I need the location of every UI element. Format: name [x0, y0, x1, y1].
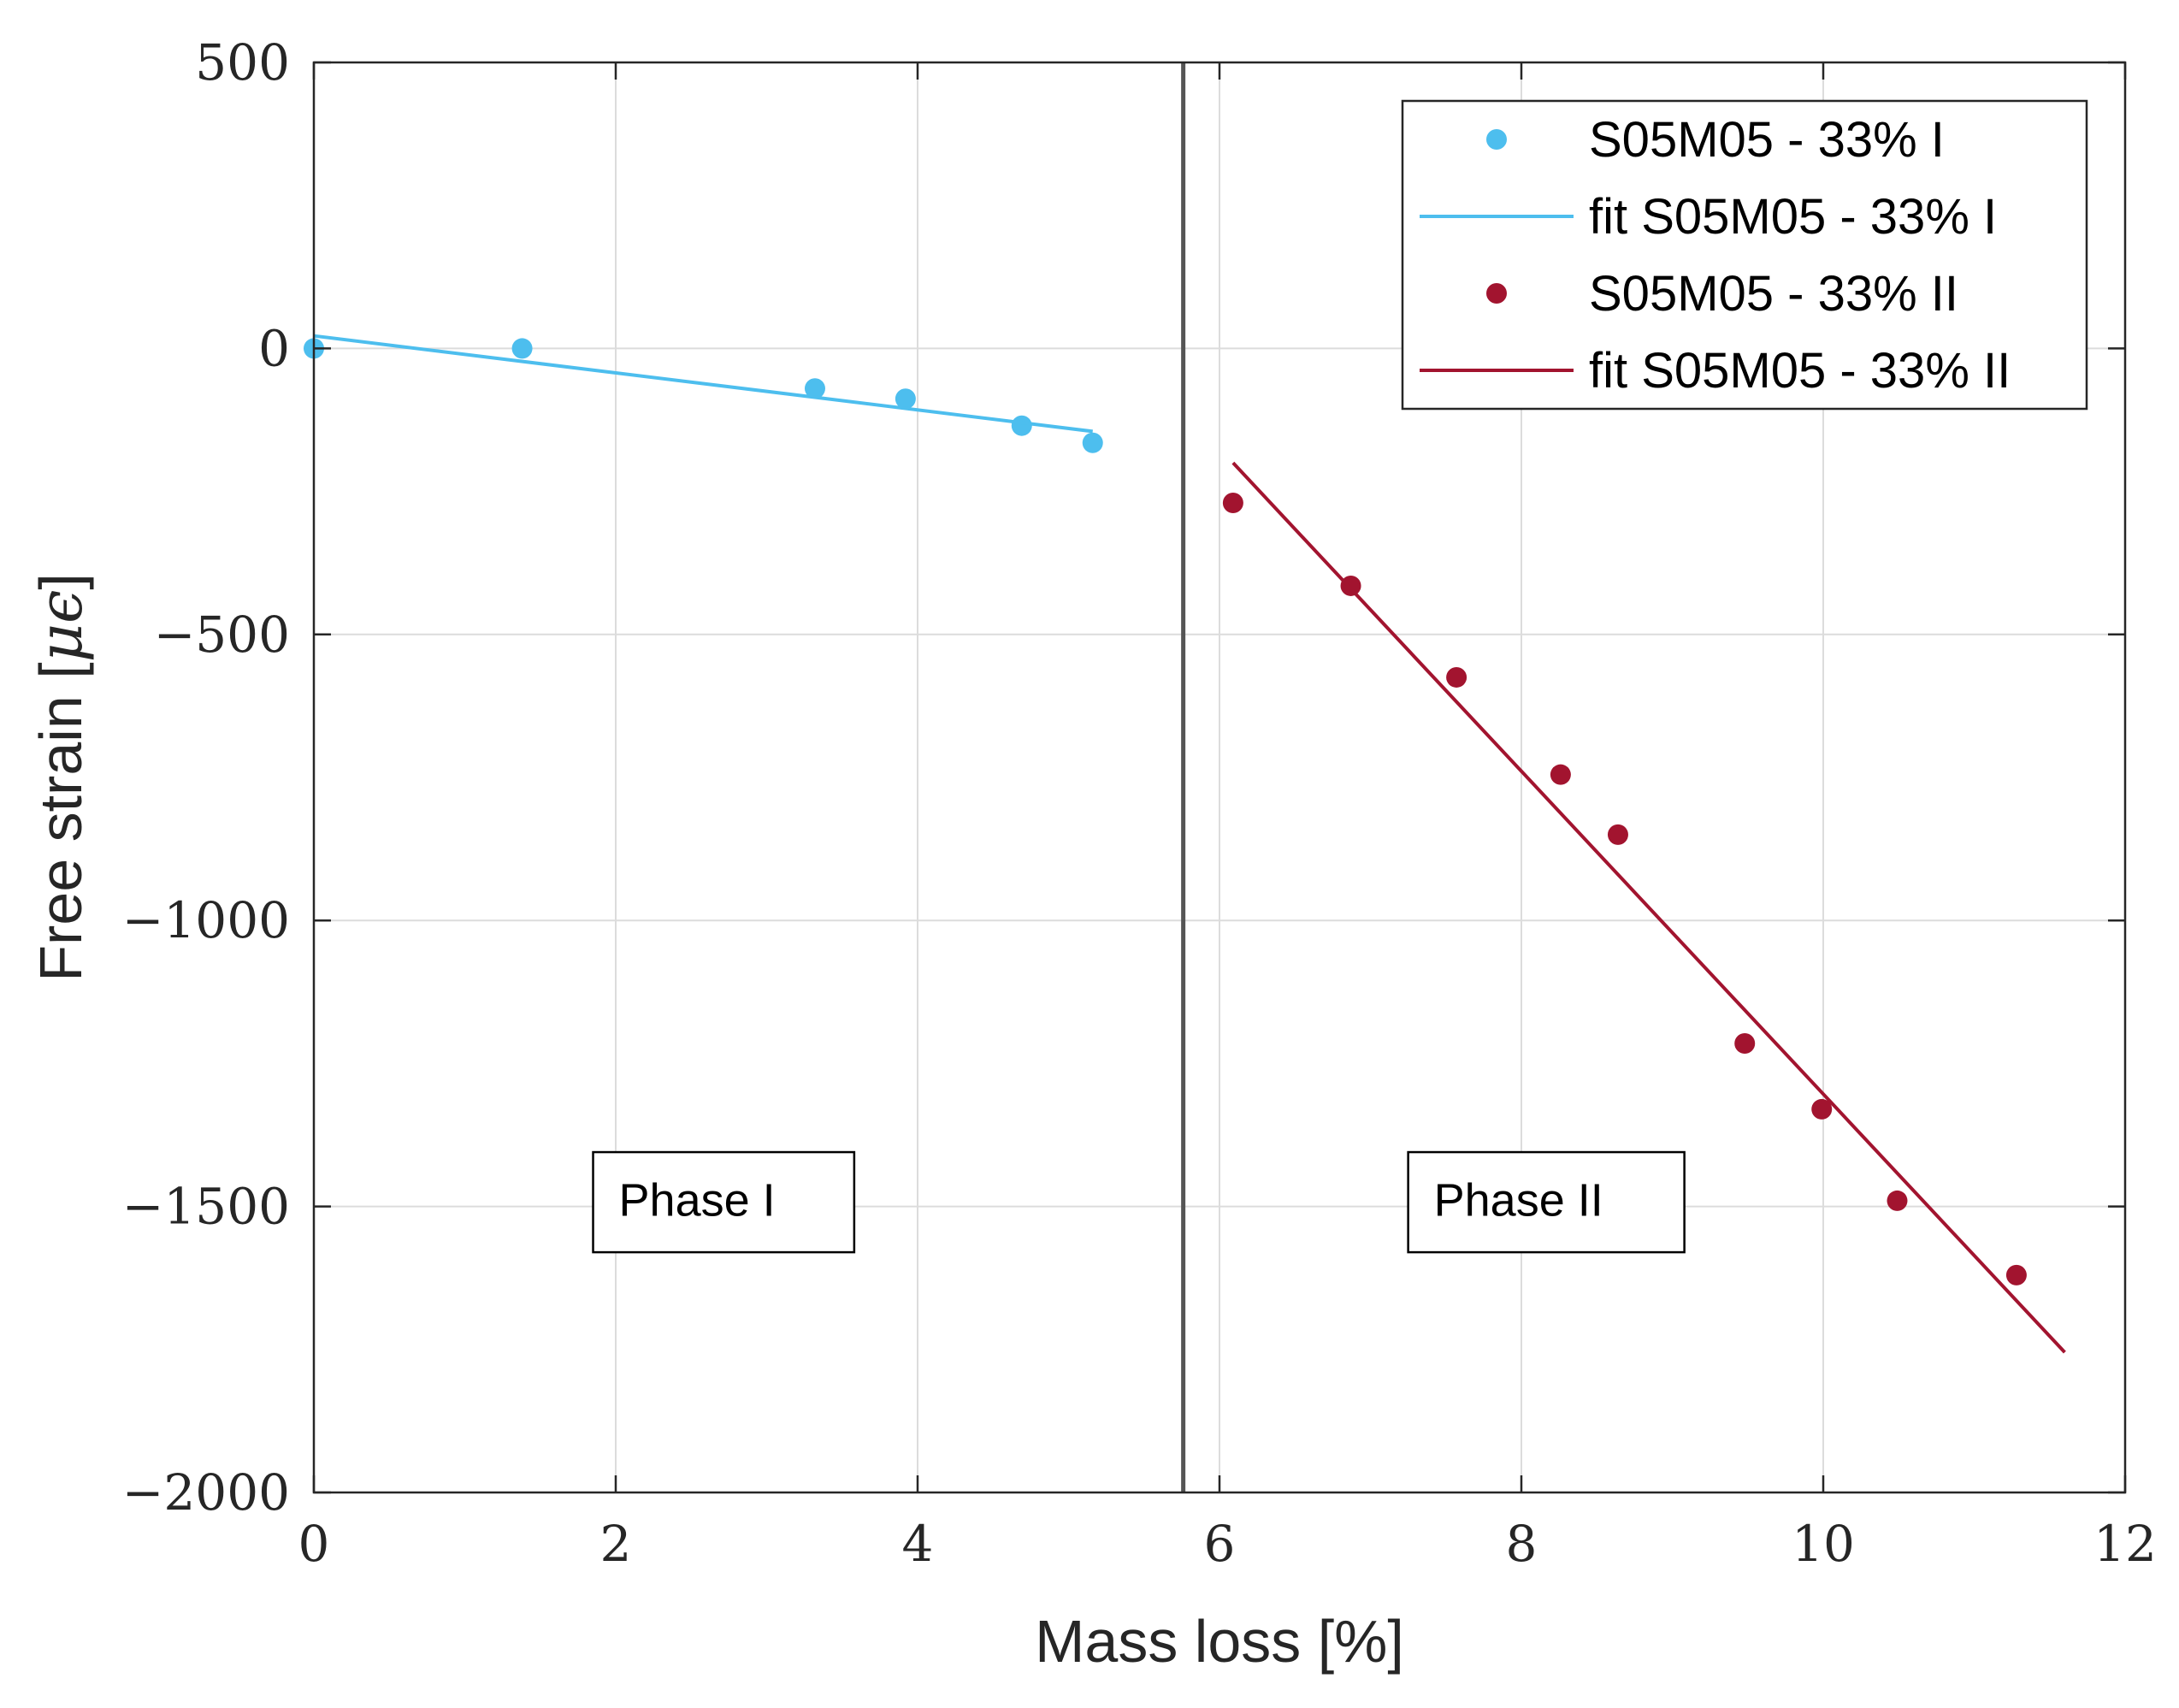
- y-tick-label-1: 0: [258, 319, 290, 377]
- x-tick-label-2: 4: [902, 1515, 934, 1573]
- phase-annotation-label: Phase I: [619, 1175, 776, 1226]
- tick-marks: [312, 61, 2127, 1494]
- data-point: [1734, 1032, 1756, 1054]
- y-axis-label-close: ]: [27, 573, 94, 589]
- legend-box: [1401, 99, 2088, 411]
- legend-label: fit S05M05 - 33% I: [1589, 189, 1997, 245]
- fit-line: [1231, 461, 2066, 1354]
- series: [304, 334, 2066, 1354]
- y-tick-label-2: −500: [154, 606, 290, 664]
- series-2: [313, 334, 1093, 434]
- fit-line: [313, 334, 1093, 434]
- series-4: [1231, 461, 2066, 1354]
- phase-annotation-box: [592, 1150, 856, 1254]
- legend-entry-3: S05M05 - 33% II: [1486, 266, 1958, 322]
- x-tick-label-4: 8: [1506, 1515, 1538, 1573]
- y-tick-label-0: 500: [195, 33, 290, 92]
- x-tick-labels: 0 2 4 6 8 10 12: [298, 1515, 2157, 1573]
- data-point: [1811, 1098, 1833, 1120]
- data-point: [895, 388, 916, 410]
- data-point: [1446, 666, 1467, 688]
- legend-entry-2: fit S05M05 - 33% I: [1420, 189, 1997, 245]
- x-tick-label-3: 6: [1204, 1515, 1236, 1573]
- data-point: [1607, 824, 1628, 845]
- phase-annotation-2: Phase II: [1407, 1150, 1686, 1254]
- y-tick-label-3: −1000: [122, 891, 290, 949]
- phase-annotation-label: Phase II: [1434, 1175, 1603, 1226]
- x-tick-label-1: 2: [600, 1515, 632, 1573]
- y-axis-label-main: Free strain [: [27, 662, 94, 981]
- x-tick-label-6: 12: [2093, 1515, 2157, 1573]
- y-tick-label-4: −1500: [122, 1178, 290, 1236]
- legend-entry-4: fit S05M05 - 33% II: [1420, 343, 2011, 399]
- annotations: Phase I Phase II: [592, 1150, 1686, 1254]
- data-point: [511, 338, 533, 359]
- x-tick-label-5: 10: [1792, 1515, 1855, 1573]
- legend-marker-swatch: [1486, 129, 1507, 150]
- legend-marker-swatch: [1486, 283, 1507, 304]
- data-point: [1222, 492, 1243, 513]
- data-point: [1082, 432, 1103, 453]
- x-tick-label-0: 0: [298, 1515, 330, 1573]
- data-point: [2005, 1264, 2027, 1285]
- legend-label: S05M05 - 33% II: [1589, 266, 1958, 322]
- data-point: [1887, 1190, 1908, 1211]
- y-tick-labels: 500 0 −500 −1000 −1500 −2000: [122, 33, 290, 1522]
- y-tick-label-5: −2000: [122, 1463, 290, 1522]
- y-axis-label: Free strain [μϵ]: [26, 573, 96, 982]
- legend-entry-1: S05M05 - 33% I: [1486, 112, 1945, 168]
- data-point: [1011, 415, 1032, 436]
- data-point: [804, 378, 825, 399]
- data-point: [1340, 575, 1361, 596]
- legend-label: S05M05 - 33% I: [1589, 112, 1945, 168]
- phase-annotation-1: Phase I: [592, 1150, 856, 1254]
- phase-annotation-box: [1407, 1150, 1686, 1254]
- y-axis-label-unit: μϵ: [26, 590, 96, 663]
- data-point: [1550, 764, 1571, 785]
- legend: S05M05 - 33% I fit S05M05 - 33% I S05M05 -…: [1401, 99, 2088, 411]
- series-3: [1222, 492, 2027, 1285]
- x-axis-label: Mass loss [%]: [1035, 1608, 1404, 1675]
- legend-label: fit S05M05 - 33% II: [1589, 343, 2011, 399]
